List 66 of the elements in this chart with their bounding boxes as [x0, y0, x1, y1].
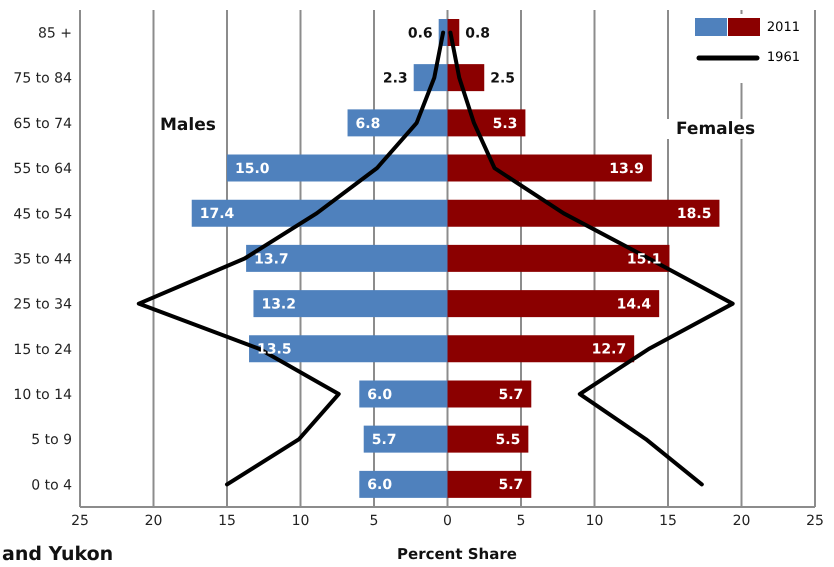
data-label: 13.7 — [254, 251, 289, 268]
bar — [448, 290, 660, 318]
annotation: Males — [160, 115, 216, 135]
annotation: Females — [664, 119, 768, 139]
bar — [249, 335, 448, 362]
y-tick-label: 55 to 64 — [13, 161, 72, 178]
bar — [246, 244, 448, 272]
y-tick-label: 25 to 34 — [13, 296, 72, 313]
data-label: 12.7 — [592, 342, 626, 358]
data-label: 0.8 — [465, 25, 490, 42]
legend-label: 1961 — [766, 50, 800, 65]
data-label: 6.0 — [367, 477, 392, 494]
x-tick-label: 0 — [443, 512, 452, 529]
bar — [448, 244, 670, 272]
data-label: 13.2 — [261, 296, 296, 312]
bar — [348, 109, 448, 136]
data-label: 15.1 — [626, 251, 662, 268]
data-label: 5.7 — [498, 386, 524, 403]
text: 2011 — [766, 20, 800, 34]
x-tick-label: 15 — [218, 512, 236, 529]
y-tick-label: 10 to 14 — [13, 387, 72, 404]
y-tick-label: 85 + — [38, 26, 72, 42]
bar — [448, 426, 528, 453]
data-label: 6.8 — [356, 116, 380, 132]
data-label: 5.5 — [496, 432, 520, 448]
data-label: 14.4 — [616, 296, 652, 312]
data-label: 6.0 — [367, 386, 392, 403]
x-tick-label: 15 — [659, 512, 677, 529]
y-tick-label: 45 to 54 — [13, 206, 72, 222]
data-label: 5.3 — [492, 116, 518, 132]
data-label: 5.7 — [498, 477, 524, 494]
x-tick-label: 25 — [71, 512, 89, 529]
data-label: 5.7 — [372, 432, 397, 448]
x-tick-label: 10 — [292, 512, 310, 529]
data-label: 17.4 — [200, 206, 235, 222]
bar — [192, 200, 448, 227]
y-tick-label: 5 to 9 — [31, 432, 72, 448]
bar — [448, 335, 634, 362]
bar — [448, 380, 532, 408]
x-axis-title: Percent Share — [397, 545, 517, 563]
data-label: 2.3 — [382, 70, 408, 87]
y-tick-label: 35 to 44 — [13, 251, 72, 268]
data-label: 2.5 — [490, 70, 516, 87]
data-label: 18.5 — [676, 206, 712, 222]
text: and Yukon — [2, 543, 114, 565]
bar — [448, 470, 532, 498]
bar — [359, 380, 448, 408]
y-tick-label: 65 to 74 — [13, 116, 72, 132]
data-label: 0.6 — [408, 25, 433, 42]
y-tick-label: 15 to 24 — [13, 342, 72, 358]
x-tick-label: 5 — [516, 512, 526, 529]
x-tick-label: 20 — [144, 512, 162, 529]
data-label: 13.9 — [609, 160, 644, 177]
bar — [448, 154, 652, 182]
x-tick-label: 10 — [586, 512, 604, 529]
y-tick-label: 0 to 4 — [31, 477, 72, 494]
x-tick-label: 5 — [370, 512, 378, 529]
bar — [364, 426, 448, 453]
bar — [253, 290, 448, 318]
data-label: 15.0 — [235, 160, 270, 177]
x-tick-label: 25 — [806, 512, 824, 529]
bar — [359, 470, 448, 498]
bar — [448, 200, 720, 227]
x-tick-label: 20 — [732, 512, 750, 529]
y-tick-label: 75 to 84 — [13, 70, 72, 87]
bar — [227, 154, 448, 182]
